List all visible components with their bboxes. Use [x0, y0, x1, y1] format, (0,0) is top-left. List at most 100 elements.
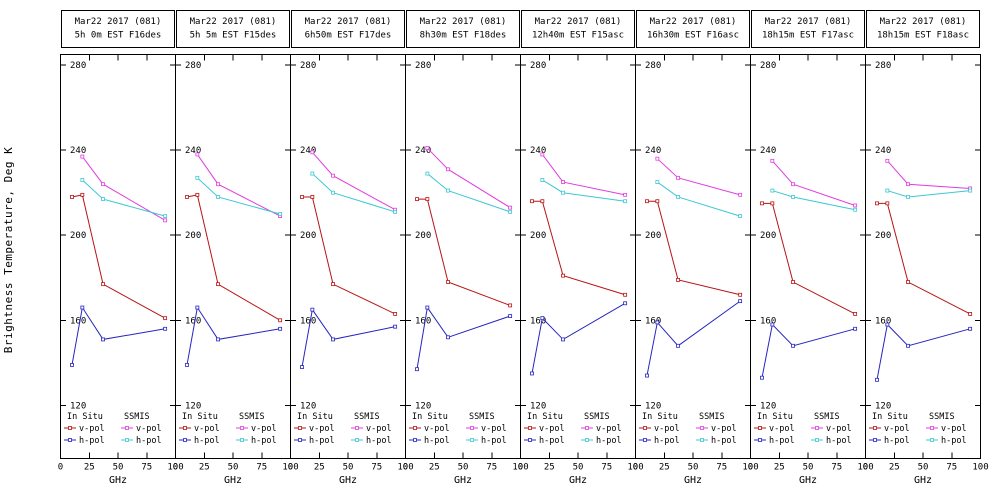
legend-label-ssmis-h-pol: h-pol	[941, 436, 967, 446]
marker-ssmis-h-pol	[676, 195, 680, 199]
legend-label-ssmis-h-pol: h-pol	[596, 436, 622, 446]
panel-subtitle: 12h40m EST F15asc	[532, 31, 624, 41]
y-tick-label: 120	[185, 401, 201, 411]
chart-panel-8: Mar22 2017 (081) 18h15m EST F18asc 120 160 2…	[863, 10, 989, 486]
legend-marker-in-situ-v-pol	[643, 426, 647, 430]
marker-in-situ-h-pol	[791, 343, 795, 348]
legend-marker-in-situ-h-pol	[758, 438, 762, 442]
marker-ssmis-h-pol	[216, 195, 220, 199]
legend-marker-in-situ-v-pol	[298, 426, 302, 430]
panel-title: Mar22 2017 (081)	[765, 17, 852, 27]
x-tick-label: 100	[512, 463, 528, 473]
x-tick-label: 50	[343, 463, 354, 473]
y-tick-label: 240	[760, 146, 776, 156]
plot-frame	[635, 54, 751, 459]
legend-label-in-situ-v-pol: v-pol	[769, 424, 795, 434]
marker-ssmis-h-pol	[540, 178, 545, 182]
marker-in-situ-v-pol	[70, 195, 74, 199]
legend-marker-in-situ-h-pol	[528, 438, 532, 442]
marker-ssmis-h-pol	[331, 190, 335, 195]
y-tick-label: 200	[70, 231, 86, 241]
legend-marker-ssmis-v-pol	[240, 426, 244, 430]
marker-in-situ-v-pol	[645, 199, 649, 204]
marker-in-situ-h-pol	[760, 375, 764, 380]
marker-in-situ-h-pol	[195, 305, 200, 310]
marker-in-situ-v-pol	[310, 195, 315, 199]
panel-title: Mar22 2017 (081)	[420, 17, 507, 27]
x-tick-label: 50	[458, 463, 469, 473]
y-tick-label: 280	[185, 61, 201, 71]
marker-in-situ-h-pol	[415, 367, 419, 372]
marker-in-situ-v-pol	[853, 312, 858, 316]
marker-ssmis-v-pol	[885, 158, 890, 163]
legend-marker-ssmis-v-pol	[470, 426, 474, 430]
x-tick-label: 25	[774, 463, 785, 473]
marker-in-situ-v-pol	[968, 312, 973, 316]
legend-label-ssmis-v-pol: v-pol	[366, 424, 392, 434]
x-axis-label: GHz	[454, 475, 472, 486]
marker-ssmis-h-pol	[425, 171, 430, 176]
y-tick-label: 240	[530, 146, 546, 156]
marker-in-situ-v-pol	[875, 201, 879, 206]
legend-label-in-situ-v-pol: v-pol	[424, 424, 450, 434]
series-ssmis-h-pol	[542, 179, 626, 202]
x-tick-label: 0	[748, 463, 753, 473]
legend-group-ssmis: SSMIS	[929, 412, 955, 422]
y-tick-label: 160	[760, 316, 776, 326]
marker-ssmis-h-pol	[738, 214, 743, 219]
plot-frame	[405, 54, 521, 459]
x-axis-label: GHz	[684, 475, 702, 486]
x-tick-label: 75	[486, 463, 497, 473]
marker-in-situ-h-pol	[770, 322, 775, 327]
legend-marker-ssmis-v-pol	[585, 426, 589, 430]
legend-label-ssmis-v-pol: v-pol	[941, 424, 967, 434]
plot-frame	[60, 54, 176, 459]
marker-ssmis-v-pol	[623, 192, 628, 197]
x-tick-label: 100	[167, 463, 183, 473]
series-in-situ-v-pol	[762, 202, 856, 315]
legend-label-ssmis-v-pol: v-pol	[251, 424, 277, 434]
y-tick-label: 200	[875, 231, 891, 241]
marker-ssmis-h-pol	[623, 199, 628, 204]
x-tick-label: 100	[627, 463, 643, 473]
y-tick-label: 280	[415, 61, 431, 71]
y-tick-label: 280	[530, 61, 546, 71]
legend-marker-ssmis-v-pol	[930, 426, 934, 430]
marker-in-situ-v-pol	[300, 195, 304, 199]
series-in-situ-h-pol	[71, 306, 166, 366]
marker-ssmis-h-pol	[195, 175, 200, 180]
legend-marker-in-situ-v-pol	[873, 426, 877, 430]
legend-label-ssmis-h-pol: h-pol	[366, 436, 392, 446]
marker-ssmis-h-pol	[655, 180, 660, 184]
y-tick-label: 280	[70, 61, 86, 71]
legend-group-in-situ: In Situ	[412, 412, 448, 422]
series-in-situ-h-pol	[646, 300, 741, 376]
marker-in-situ-v-pol	[655, 199, 660, 204]
legend-label-in-situ-v-pol: v-pol	[194, 424, 220, 434]
legend-marker-ssmis-v-pol	[125, 426, 129, 430]
marker-in-situ-v-pol	[195, 192, 200, 197]
marker-ssmis-v-pol	[101, 182, 105, 187]
chart-panel-2: Mar22 2017 (081) 5h 5m EST F15des 120 160 20…	[173, 10, 299, 486]
legend-marker-in-situ-v-pol	[183, 426, 187, 430]
marker-ssmis-v-pol	[216, 182, 220, 187]
legend-marker-in-situ-v-pol	[528, 426, 532, 430]
marker-in-situ-v-pol	[415, 197, 419, 201]
legend-group-ssmis: SSMIS	[124, 412, 150, 422]
chart-panel-5: Mar22 2017 (081) 12h40m EST F15asc 120 160 2…	[518, 10, 644, 486]
legend-label-ssmis-h-pol: h-pol	[251, 436, 277, 446]
marker-ssmis-h-pol	[278, 212, 283, 216]
x-tick-label: 25	[84, 463, 95, 473]
plot-frame	[290, 54, 406, 459]
marker-ssmis-v-pol	[676, 175, 680, 180]
legend-group-ssmis: SSMIS	[239, 412, 265, 422]
legend-group-ssmis: SSMIS	[584, 412, 610, 422]
legend-marker-ssmis-h-pol	[470, 438, 474, 442]
title-box	[751, 10, 865, 48]
legend-label-ssmis-v-pol: v-pol	[481, 424, 507, 434]
marker-in-situ-h-pol	[561, 337, 565, 342]
marker-in-situ-h-pol	[508, 314, 513, 318]
legend-marker-ssmis-h-pol	[815, 438, 819, 442]
marker-in-situ-h-pol	[310, 307, 315, 312]
